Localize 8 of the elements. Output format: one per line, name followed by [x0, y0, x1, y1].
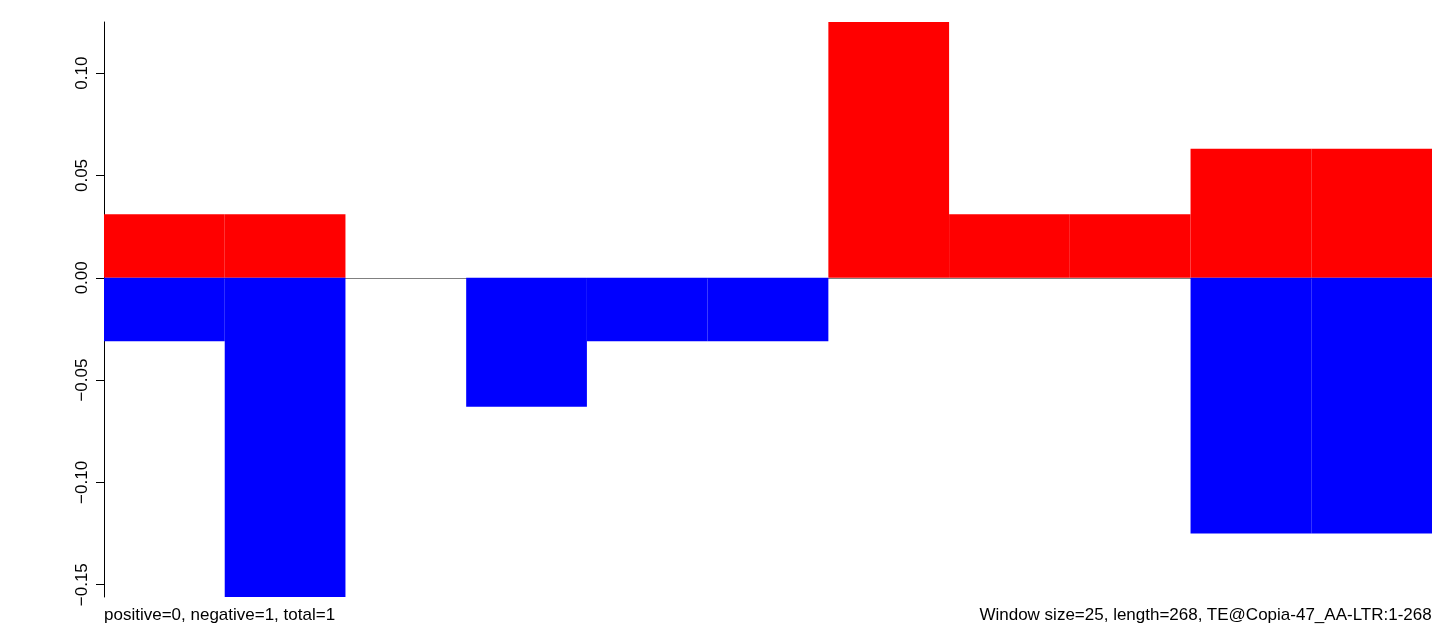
y-tick-label: −0.10: [72, 460, 91, 504]
y-tick-label: 0.10: [72, 56, 91, 90]
y-tick-label: −0.15: [72, 563, 91, 607]
y-tick-label: 0.05: [72, 158, 91, 193]
y-tick-label: −0.05: [72, 358, 91, 402]
y-tick-label: 0.00: [72, 261, 91, 295]
text: Window size=25, length=268, TE@Copia-47_AA-LTR:1-268: [979, 605, 1432, 624]
text: positive=0, negative=1, total=1: [104, 605, 336, 624]
